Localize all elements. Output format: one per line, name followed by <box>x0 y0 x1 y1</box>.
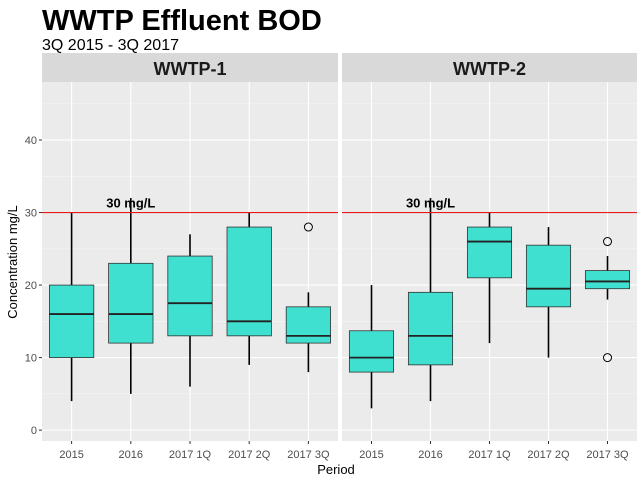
facet-panel-wwtp-1: WWTP-1 30 mg/L 2015 2016 2017 1Q 2017 2Q 2017 … <box>42 53 338 461</box>
outlier-point <box>603 353 612 363</box>
reference-line-label: 30 mg/L <box>106 196 155 211</box>
x-tick-label: 2016 <box>119 449 143 461</box>
box-2015 <box>348 285 395 409</box>
x-axis-title: Period <box>317 462 355 477</box>
box-iqr <box>285 306 332 344</box>
reference-line-label: 30 mg/L <box>406 196 455 211</box>
y-tick-label: 0 <box>31 425 37 437</box>
box-2017-1q <box>466 212 513 344</box>
x-tick-label: 2017 3Q <box>586 449 629 461</box>
box-2017-2q <box>525 227 572 358</box>
box-iqr <box>348 330 395 373</box>
box-2016 <box>407 198 454 402</box>
facet-strip-label: WWTP-2 <box>453 59 526 79</box>
x-tick-label: 2015 <box>59 449 83 461</box>
y-tick-label: 10 <box>25 353 37 365</box>
box-iqr <box>226 226 272 337</box>
x-tick-label: 2015 <box>359 449 383 461</box>
box-iqr <box>167 255 213 337</box>
box-iqr <box>108 262 154 344</box>
box-2017-1q <box>167 234 213 387</box>
x-tick-label: 2017 3Q <box>287 449 330 461</box>
box-2015 <box>49 212 95 402</box>
x-tick-label: 2017 2Q <box>527 449 570 461</box>
facet-strip-label: WWTP-1 <box>154 59 227 79</box>
box-iqr <box>466 226 513 279</box>
facet-panel-wwtp-2: WWTP-2 30 mg/L 2015 2016 2017 1Q 2017 2Q 2017 … <box>342 53 637 461</box>
y-axis-title: Concentration mg/L <box>5 205 20 318</box>
y-tick-label: 30 <box>25 208 37 220</box>
y-tick-label: 20 <box>25 280 37 292</box>
x-tick-label: 2017 1Q <box>169 449 212 461</box>
box-iqr <box>49 284 95 358</box>
outlier-point <box>603 237 612 247</box>
box-iqr <box>584 270 631 290</box>
x-tick-label: 2017 1Q <box>468 449 511 461</box>
box-2016 <box>108 198 154 394</box>
chart-subtitle: 3Q 2015 - 3Q 2017 <box>42 37 179 54</box>
outlier-point <box>303 222 313 232</box>
box-iqr <box>525 244 572 308</box>
box-2017-3q <box>584 237 631 363</box>
facet-strip <box>342 53 637 82</box>
x-tick-label: 2016 <box>418 449 442 461</box>
box-2017-2q <box>226 212 272 365</box>
box-iqr <box>407 291 454 366</box>
chart-title: WWTP Effluent BOD <box>42 5 322 37</box>
facets-layer: 0 10 20 30 40 WWTP-1 30 mg/L 2015 2016 2017 1Q 201… <box>25 53 637 461</box>
box-2017-3q <box>285 222 332 373</box>
x-tick-label: 2017 2Q <box>228 449 271 461</box>
facet-strip <box>42 53 338 82</box>
y-tick-label: 40 <box>25 135 37 147</box>
